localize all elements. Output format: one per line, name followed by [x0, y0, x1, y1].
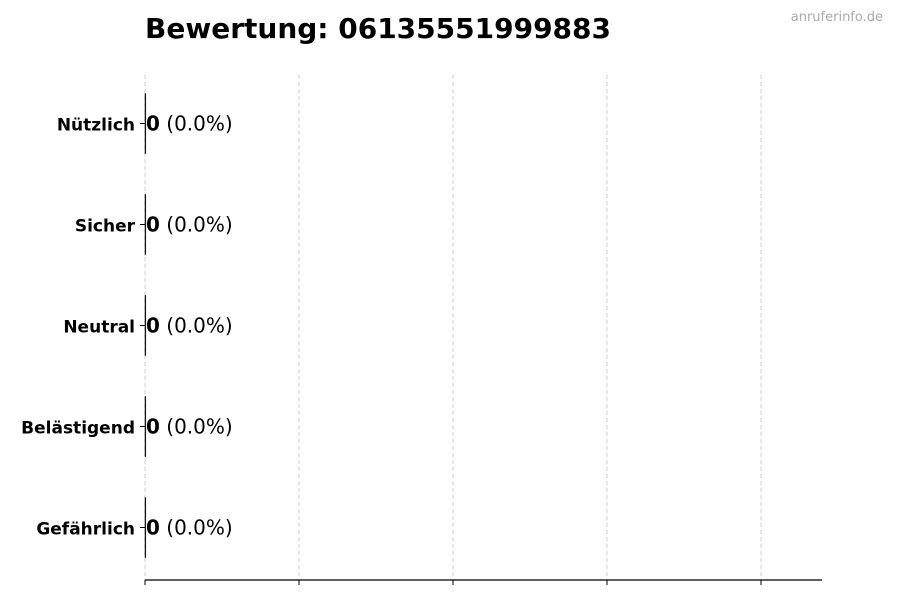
chart-title: Bewertung: 06135551999883 — [145, 12, 611, 45]
category-label: Belästigend — [21, 419, 135, 439]
count-label: 0 — [146, 415, 160, 439]
data-label: 0 (0.0%) — [146, 314, 233, 338]
data-label: 0 (0.0%) — [146, 516, 233, 540]
data-label: 0 (0.0%) — [146, 415, 233, 439]
data-label: 0 (0.0%) — [146, 112, 233, 136]
category-label: Sicher — [75, 217, 136, 237]
count-label: 0 — [146, 314, 160, 338]
watermark: anruferinfo.de — [790, 10, 883, 25]
count-label: 0 — [146, 516, 160, 540]
data-label: 0 (0.0%) — [146, 213, 233, 237]
percent-label: (0.0%) — [160, 213, 233, 237]
percent-label: (0.0%) — [160, 415, 233, 439]
percent-label: (0.0%) — [160, 314, 233, 338]
category-label: Neutral — [63, 318, 135, 338]
count-label: 0 — [146, 213, 160, 237]
category-label: Gefährlich — [36, 520, 135, 540]
percent-label: (0.0%) — [160, 516, 233, 540]
count-label: 0 — [146, 112, 160, 136]
category-label: Nützlich — [57, 116, 135, 136]
percent-label: (0.0%) — [160, 112, 233, 136]
